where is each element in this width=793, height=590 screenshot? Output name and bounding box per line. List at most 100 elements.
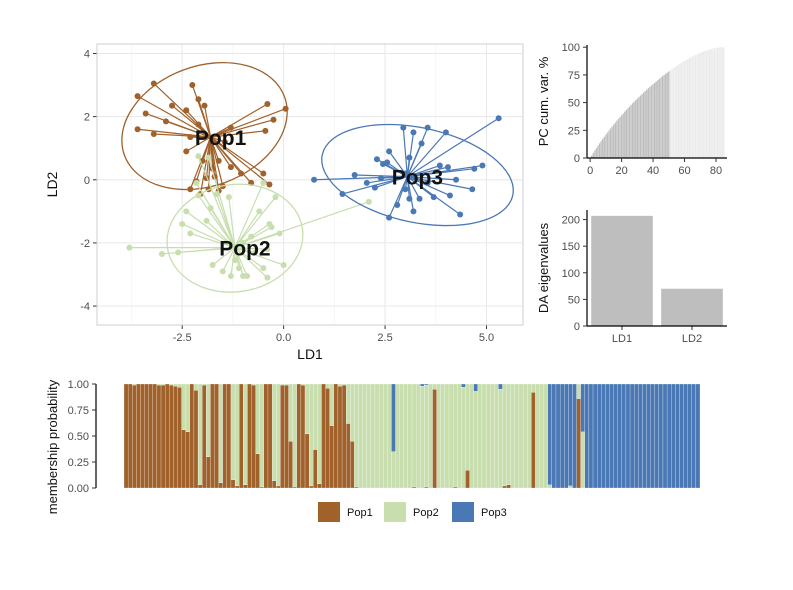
pc-bar bbox=[690, 57, 692, 158]
scatter-point-pop1 bbox=[264, 100, 271, 107]
scatter-point-pop3 bbox=[378, 175, 384, 182]
scatter-spoke-pop3 bbox=[406, 127, 429, 177]
membership-bar-pop2 bbox=[531, 383, 536, 393]
da-tick-label-x: LD2 bbox=[682, 333, 702, 345]
membership-bar-pop2 bbox=[370, 383, 376, 489]
pc-bar bbox=[671, 69, 673, 158]
scatter-point-pop1 bbox=[215, 157, 222, 164]
membership-bar-pop2 bbox=[255, 383, 260, 454]
scatter-point-pop2 bbox=[205, 154, 212, 161]
membership-bar-pop1 bbox=[263, 383, 269, 489]
membership-bar-pop2 bbox=[444, 383, 450, 489]
scatter-point-pop2 bbox=[126, 244, 133, 251]
membership-bar-pop2 bbox=[506, 383, 511, 486]
pc-bar bbox=[649, 86, 651, 158]
pc-bar bbox=[630, 104, 632, 158]
scatter-point-pop2 bbox=[225, 194, 232, 201]
legend-key-pop1 bbox=[318, 502, 340, 522]
pc-bar bbox=[693, 55, 695, 158]
scatter-point-pop3 bbox=[479, 162, 486, 169]
membership-bar-pop1 bbox=[453, 486, 458, 489]
membership-bar-pop2 bbox=[535, 383, 540, 489]
scatter-spoke-pop3 bbox=[380, 176, 408, 179]
scatter-point-pop3 bbox=[351, 172, 358, 179]
pc-bar bbox=[698, 53, 700, 158]
scatter-point-pop3 bbox=[424, 124, 431, 131]
scatter-point-pop3 bbox=[444, 164, 451, 171]
scatter-spoke-pop1 bbox=[210, 108, 286, 138]
scatter-spoke-pop1 bbox=[153, 83, 212, 138]
scatter-spoke-pop2 bbox=[197, 195, 236, 248]
scatter-point-pop1 bbox=[266, 181, 273, 188]
pc-tick-label-x: 40 bbox=[647, 165, 659, 177]
membership-bar-pop2 bbox=[288, 383, 293, 442]
scatter-point-pop1 bbox=[169, 102, 176, 109]
membership-bar-pop2 bbox=[197, 383, 203, 486]
pc-bar bbox=[723, 47, 725, 159]
membership-bar-pop1 bbox=[230, 479, 236, 489]
scatter-point-pop3 bbox=[363, 179, 370, 186]
scatter-point-pop1 bbox=[238, 170, 245, 177]
membership-bar-pop2 bbox=[498, 389, 503, 489]
membership-bar-pop3 bbox=[420, 383, 425, 387]
membership-bar-pop2 bbox=[160, 383, 166, 386]
membership-bar-pop3 bbox=[391, 383, 396, 452]
pc-bar bbox=[647, 88, 650, 158]
pc-bar bbox=[663, 75, 665, 158]
scatter-spoke-pop2 bbox=[234, 247, 284, 266]
pc-tick-label-y: 50 bbox=[568, 98, 580, 110]
pc-bar bbox=[602, 138, 604, 158]
scatter-spoke-pop2 bbox=[228, 197, 236, 248]
scatter-spoke-pop3 bbox=[396, 176, 408, 206]
scatter-point-pop2 bbox=[256, 208, 263, 215]
scatter-spoke-pop2 bbox=[206, 220, 236, 249]
pc-bar bbox=[691, 56, 694, 158]
pc-bar bbox=[605, 134, 607, 158]
membership-bar-pop2 bbox=[374, 383, 380, 489]
scatter-spoke-pop1 bbox=[210, 136, 264, 174]
membership-bar-pop1 bbox=[197, 484, 203, 489]
scatter-point-pop1 bbox=[183, 148, 190, 155]
membership-bar-pop1 bbox=[304, 433, 310, 489]
pc-bar bbox=[701, 52, 703, 158]
pc-bar bbox=[641, 94, 643, 158]
membership-bar-pop1 bbox=[214, 383, 219, 489]
membership-bar-pop1 bbox=[140, 383, 145, 489]
membership-bar-pop2 bbox=[411, 383, 417, 488]
membership-bar-pop2 bbox=[514, 383, 520, 489]
scatter-spoke-pop2 bbox=[197, 155, 236, 248]
pc-bar bbox=[592, 152, 594, 158]
scatter-point-pop1 bbox=[142, 110, 149, 117]
membership-bar-pop1 bbox=[333, 383, 339, 489]
membership-bar-pop1 bbox=[506, 484, 511, 489]
membership-bar-pop1 bbox=[267, 383, 273, 489]
da-bar-ld1 bbox=[591, 215, 653, 326]
pc-bar bbox=[653, 82, 656, 158]
scatter-point-pop3 bbox=[495, 115, 502, 122]
membership-bar-pop1 bbox=[350, 441, 355, 489]
membership-bar-pop2 bbox=[477, 383, 483, 489]
membership-bar-pop1 bbox=[222, 383, 227, 489]
pc-bar bbox=[685, 59, 687, 158]
scatter-spoke-pop1 bbox=[165, 120, 211, 138]
membership-bar-pop2 bbox=[395, 383, 400, 489]
pc-bar bbox=[686, 59, 689, 158]
da-tick-label-y: 100 bbox=[562, 268, 580, 280]
membership-bar-pop2 bbox=[185, 383, 190, 432]
pc-tick-label-x: 20 bbox=[615, 165, 627, 177]
membership-bar-pop2 bbox=[218, 383, 223, 483]
membership-bar-pop1 bbox=[337, 385, 343, 489]
membership-bar-pop2 bbox=[309, 383, 314, 487]
pc-y-axis-title: PC cum. var. % bbox=[536, 56, 551, 146]
membership-bar-pop2 bbox=[502, 383, 507, 487]
scatter-spoke-pop1 bbox=[210, 136, 270, 185]
membership-bar-pop2 bbox=[378, 383, 384, 489]
membership-bar-pop2 bbox=[403, 383, 409, 489]
scatter-spoke-pop1 bbox=[210, 136, 252, 184]
pc-bar bbox=[597, 145, 599, 158]
pc-bar bbox=[672, 68, 675, 158]
scatter-spoke-pop1 bbox=[137, 128, 211, 138]
pc-bar bbox=[625, 109, 628, 158]
membership-bar-pop2 bbox=[399, 383, 404, 489]
membership-bar-pop2 bbox=[527, 383, 532, 489]
